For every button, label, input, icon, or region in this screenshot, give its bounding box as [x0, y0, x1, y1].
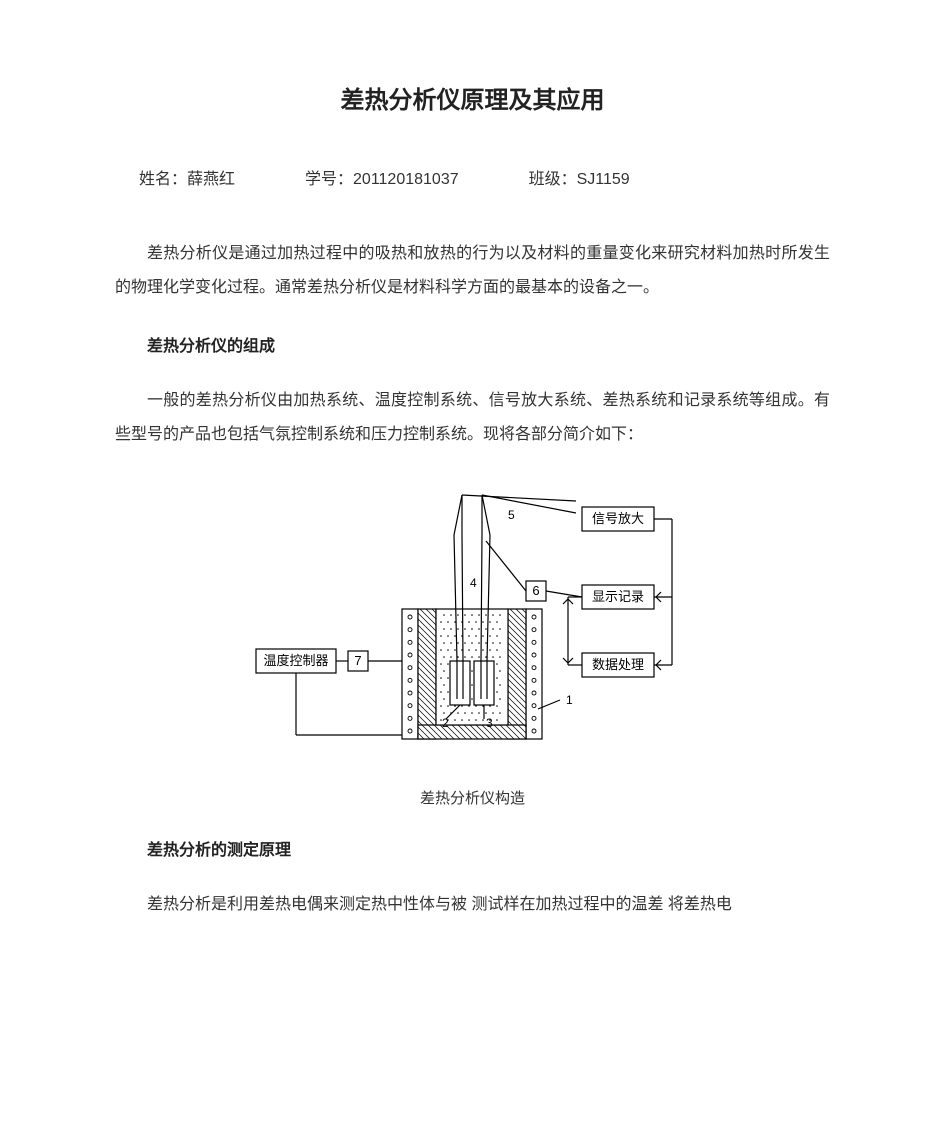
figure-block: 温度控制器 7 信号放大显示记录数据处理 6 1 2 3 4 5 差热分析仪构造: [115, 479, 830, 808]
page-title: 差热分析仪原理及其应用: [115, 80, 830, 115]
box-num7-label: 7: [354, 653, 361, 668]
student-name: 姓名：薛燕红: [139, 165, 235, 189]
student-info-row: 姓名：薛燕红 学号：201120181037 班级：SJ1159: [115, 165, 830, 189]
figure-label-3: 3: [486, 716, 493, 730]
intro-paragraph: 差热分析仪是通过加热过程中的吸热和放热的行为以及材料的重量变化来研究材料加热时所…: [115, 237, 830, 304]
figure-label-4: 4: [470, 576, 477, 590]
dta-schematic: 温度控制器 7 信号放大显示记录数据处理 6 1 2 3 4 5: [238, 479, 708, 759]
student-id: 学号：201120181037: [305, 165, 459, 189]
box-signal-amp-label: 信号放大: [591, 511, 643, 526]
figure-caption: 差热分析仪构造: [420, 787, 525, 808]
figure-label-5: 5: [508, 508, 515, 522]
section-heading-principle: 差热分析的测定原理: [115, 836, 830, 860]
box-num6-label: 6: [532, 583, 539, 598]
box-data-proc-label: 数据处理: [591, 657, 643, 672]
composition-paragraph: 一般的差热分析仪由加热系统、温度控制系统、信号放大系统、差热系统和记录系统等组成…: [115, 384, 830, 451]
figure-label-1: 1: [566, 693, 573, 707]
box-display-record-label: 显示记录: [591, 589, 643, 604]
principle-paragraph: 差热分析是利用差热电偶来测定热中性体与被 测试样在加热过程中的温差 将差热电: [115, 888, 830, 922]
box-temp-controller-label: 温度控制器: [263, 653, 328, 668]
student-class: 班级：SJ1159: [529, 165, 630, 189]
section-heading-composition: 差热分析仪的组成: [115, 332, 830, 356]
document-page: 差热分析仪原理及其应用 姓名：薛燕红 学号：201120181037 班级：SJ…: [0, 0, 945, 1010]
figure-label-2: 2: [442, 716, 449, 730]
